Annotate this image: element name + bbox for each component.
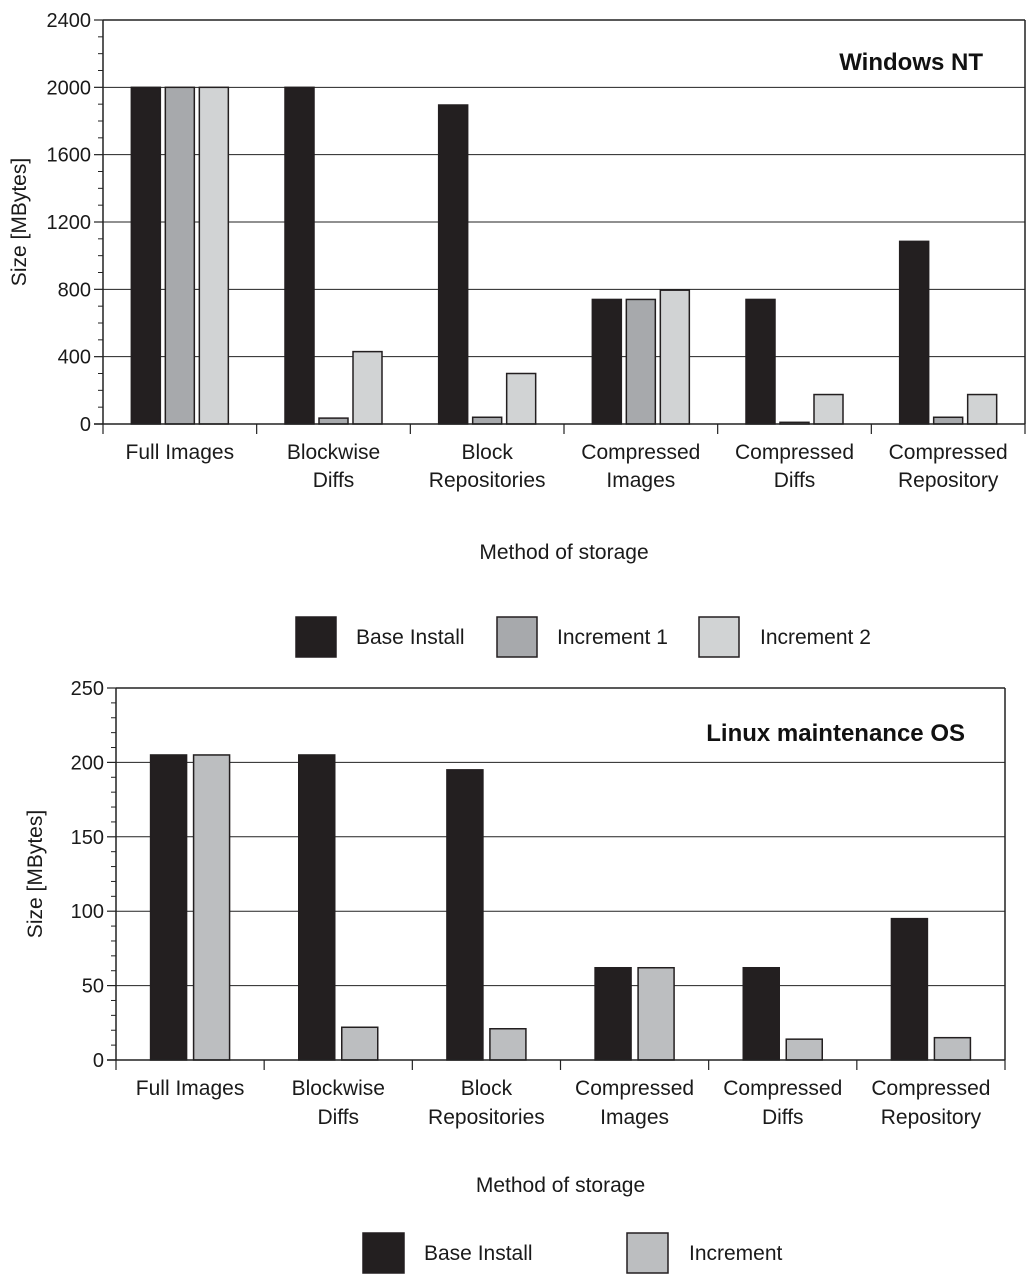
bar-base-install [149, 754, 188, 1061]
bar-increment-2 [966, 393, 998, 425]
bar-increment [785, 1038, 823, 1061]
bar-increment [489, 1028, 527, 1061]
chart-title: Linux maintenance OS [706, 720, 965, 747]
category-label: Diffs [774, 469, 816, 492]
bar-increment-2 [352, 350, 383, 425]
bar-base-install [591, 298, 623, 425]
bar-increment-1 [471, 416, 503, 425]
bar-increment [341, 1026, 379, 1061]
category-label: Repository [881, 1106, 982, 1129]
bar-base-install [298, 754, 336, 1061]
legend-swatch [496, 616, 538, 658]
bar-increment-1 [625, 298, 657, 425]
bar-increment-2 [813, 393, 844, 425]
y-tick-label: 0 [80, 414, 91, 436]
y-tick-label: 250 [71, 678, 104, 700]
legend-label: Increment 1 [557, 626, 668, 649]
y-tick-label: 0 [93, 1050, 104, 1072]
chart-0: 0 400 800 1200 1600 2000 2400 Full Images Blockw… [8, 10, 1026, 658]
category-label: Repository [898, 469, 999, 492]
bar-base-install [898, 240, 930, 425]
legend-swatch [295, 616, 337, 658]
category-label: Block [461, 1077, 513, 1100]
bar-increment-1 [932, 416, 964, 425]
chart-title: Windows NT [839, 49, 983, 76]
category-label: Diffs [313, 469, 355, 492]
category-label: Repositories [429, 469, 546, 492]
x-axis-title: Method of storage [479, 541, 648, 564]
category-label: Compressed [581, 441, 700, 464]
y-tick-label: 400 [58, 347, 91, 369]
category-label: Repositories [428, 1106, 545, 1129]
legend-label: Base Install [424, 1242, 533, 1265]
bar-base-install [742, 966, 780, 1061]
bar-increment [192, 754, 231, 1061]
bar-increment-2 [198, 86, 230, 425]
category-label: Compressed [575, 1077, 694, 1100]
y-tick-label: 1600 [47, 145, 92, 167]
category-label: Diffs [317, 1106, 359, 1129]
y-tick-label: 2400 [47, 10, 92, 32]
category-label: Blockwise [287, 441, 380, 464]
category-label: Compressed [889, 441, 1008, 464]
bar-increment-2 [659, 289, 691, 425]
bar-increment [637, 966, 675, 1061]
category-label: Full Images [136, 1077, 245, 1100]
legend-swatch [362, 1232, 405, 1274]
chart-1: 0 50 100 150 200 250 Full Images Blockwise Diffs… [24, 678, 1006, 1274]
y-tick-label: 100 [71, 901, 104, 923]
legend-label: Base Install [356, 626, 465, 649]
y-axis-title: Size [MBytes] [24, 810, 47, 938]
category-label: Blockwise [292, 1077, 385, 1100]
bar-base-install [284, 86, 315, 425]
bar-increment-2 [505, 372, 537, 425]
category-label: Full Images [126, 441, 235, 464]
category-label: Block [461, 441, 513, 464]
y-tick-label: 800 [58, 279, 91, 301]
bar-base-install [130, 86, 162, 425]
legend-swatch [626, 1232, 669, 1274]
legend-swatch [698, 616, 740, 658]
bar-base-install [446, 769, 484, 1061]
legend: Base Install Increment [362, 1232, 783, 1274]
bar-increment [933, 1036, 972, 1061]
category-label: Compressed [871, 1077, 990, 1100]
legend-label: Increment 2 [760, 626, 871, 649]
y-tick-label: 1200 [47, 212, 92, 234]
bar-base-install [890, 917, 929, 1061]
legend: Base Install Increment 1 Increment 2 [295, 616, 871, 658]
x-axis-title: Method of storage [476, 1174, 645, 1197]
category-label: Images [600, 1106, 669, 1129]
category-label: Images [606, 469, 675, 492]
y-tick-label: 200 [71, 752, 104, 774]
bar-increment-1 [318, 417, 349, 425]
y-tick-label: 150 [71, 827, 104, 849]
category-label: Diffs [762, 1106, 804, 1129]
bar-increment-1 [164, 86, 196, 425]
bar-base-install [594, 966, 632, 1061]
category-label: Compressed [723, 1077, 842, 1100]
bar-base-install [437, 104, 469, 425]
y-axis-title: Size [MBytes] [8, 158, 31, 286]
y-tick-label: 50 [82, 976, 104, 998]
y-tick-label: 2000 [47, 77, 92, 99]
bar-base-install [745, 298, 776, 425]
category-label: Compressed [735, 441, 854, 464]
legend-label: Increment [689, 1242, 783, 1265]
